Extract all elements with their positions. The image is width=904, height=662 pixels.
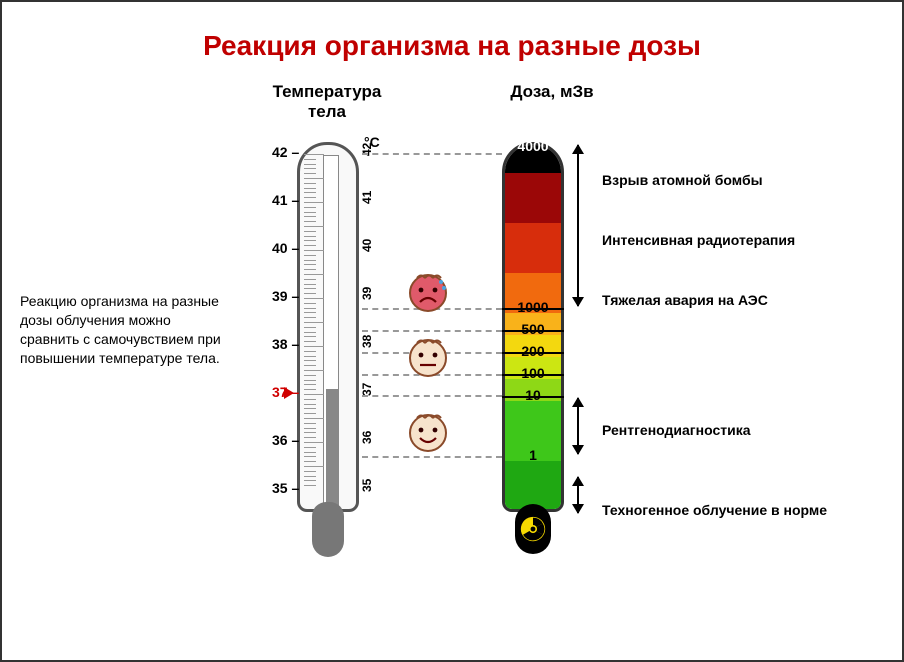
dose-value: 10 <box>502 387 564 403</box>
face-meh-icon <box>407 337 449 379</box>
dose-description: Тяжелая авария на АЭС <box>602 292 768 308</box>
thermometer-tick-right: 37 <box>360 383 374 396</box>
connector-dash <box>362 395 502 397</box>
dose-value: 1000 <box>502 299 564 315</box>
diagram-area: Реакцию организма на разные дозы облучен… <box>2 82 902 642</box>
connector-dash <box>362 456 502 458</box>
thermometer-column <box>323 155 339 510</box>
thermometer-tick: 39 – <box>272 288 299 304</box>
page-title: Реакция организма на разные дозы <box>2 2 902 62</box>
dose-segment <box>505 223 561 273</box>
range-arrow-icon <box>577 398 579 454</box>
thermometer-header: Температура тела <box>257 82 397 122</box>
face-sick-icon <box>407 272 449 314</box>
thermometer-bulb <box>312 502 344 557</box>
side-description: Реакцию организма на разные дозы облучен… <box>20 292 230 368</box>
thermometer-tick: 42 – <box>272 144 299 160</box>
dose-value: 500 <box>502 321 564 337</box>
thermometer-tick-right: 40 <box>360 239 374 252</box>
dose-description: Техногенное облучение в норме <box>602 502 827 518</box>
thermometer-tick-right: 35 <box>360 479 374 492</box>
range-arrow-icon <box>577 477 579 513</box>
dose-header: Доза, мЗв <box>492 82 612 102</box>
thermometer-mercury <box>326 389 338 509</box>
radiation-icon <box>520 516 546 542</box>
thermometer-tick: 36 – <box>272 432 299 448</box>
dose-description: Интенсивная радиотерапия <box>602 232 795 248</box>
dose-bulb <box>515 504 551 554</box>
thermometer-tick: 35 – <box>272 480 299 496</box>
thermometer-tick: 41 – <box>272 192 299 208</box>
thermometer-tick-right: 39 <box>360 287 374 300</box>
connector-dash <box>362 330 502 332</box>
dose-description: Взрыв атомной бомбы <box>602 172 763 188</box>
range-arrow-icon <box>577 145 579 306</box>
thermometer-minor-ticks <box>304 154 324 499</box>
thermometer-tick-right: 38 <box>360 335 374 348</box>
thermometer-tick: 40 – <box>272 240 299 256</box>
highlight-arrow-icon <box>284 387 294 399</box>
connector-dash <box>362 153 502 155</box>
dose-description: Рентгенодиагностика <box>602 422 751 438</box>
dose-value: 1 <box>502 447 564 463</box>
dose-segment <box>505 173 561 223</box>
thermometer-tick: 38 – <box>272 336 299 352</box>
face-happy-icon <box>407 412 449 454</box>
thermometer-tick-right: 36 <box>360 431 374 444</box>
dose-value: 200 <box>502 343 564 359</box>
dose-value: 100 <box>502 365 564 381</box>
thermometer-tick-right: 41 <box>360 191 374 204</box>
dose-value: 4000 <box>502 138 564 154</box>
